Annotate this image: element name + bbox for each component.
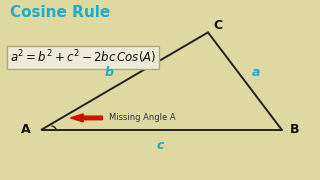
- Text: Cosine Rule: Cosine Rule: [10, 5, 110, 20]
- FancyArrow shape: [70, 114, 102, 122]
- Text: b: b: [104, 66, 113, 78]
- Text: A: A: [21, 123, 30, 136]
- Text: Missing Angle A: Missing Angle A: [109, 113, 175, 122]
- Text: a: a: [252, 66, 260, 78]
- Text: c: c: [156, 139, 164, 152]
- Text: C: C: [213, 19, 222, 32]
- Text: $a^2 = b^2 + c^2 - 2bc\,Cos(A)$: $a^2 = b^2 + c^2 - 2bc\,Cos(A)$: [10, 49, 156, 66]
- Text: B: B: [290, 123, 299, 136]
